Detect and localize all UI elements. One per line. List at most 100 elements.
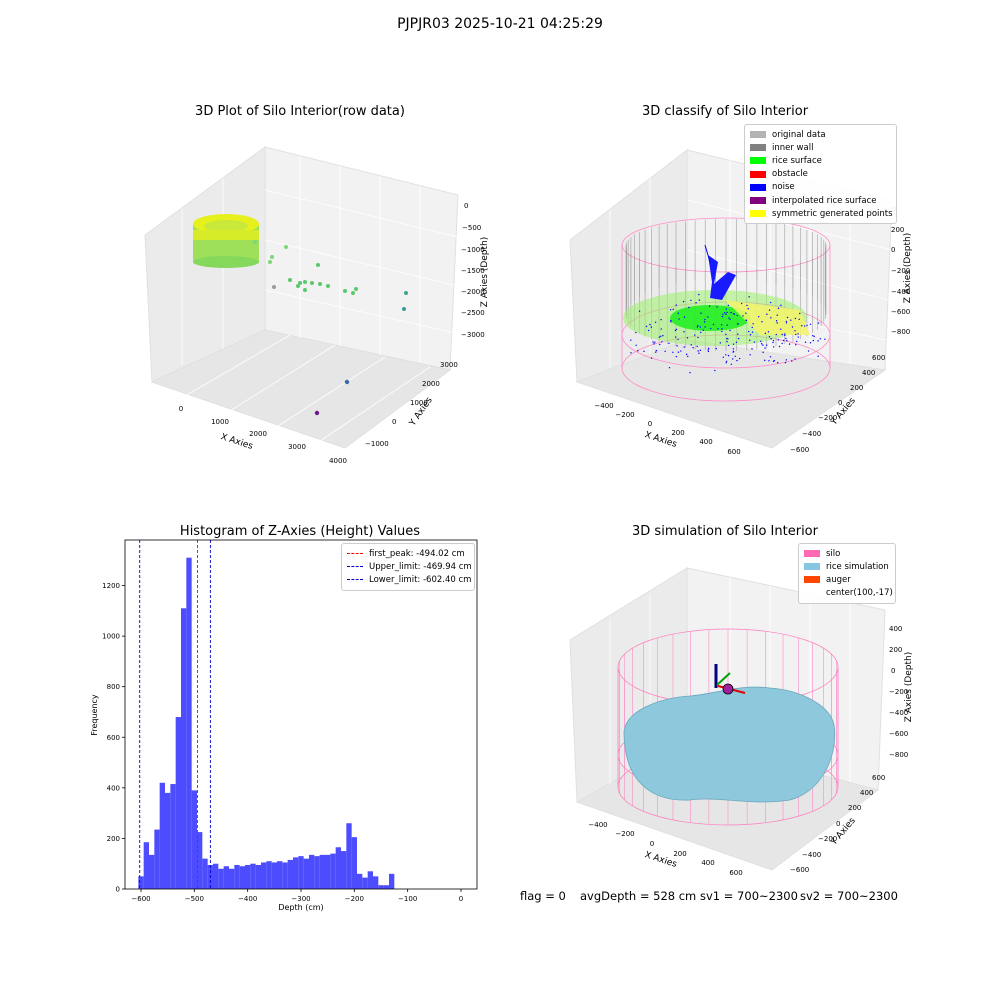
noise-point (812, 334, 814, 337)
noise-point (654, 341, 656, 343)
noise-point (726, 324, 728, 326)
panel4-legend: silo rice simulation auger center(100,-1… (798, 543, 896, 604)
panel1-y-tick: 2000 (422, 380, 440, 388)
legend-label: original data (772, 129, 826, 140)
noise-point (708, 305, 711, 307)
legend-swatch (804, 576, 820, 584)
histogram-x-ticks: −600 −500 −400 −300 −200 −100 0 (131, 889, 463, 903)
noise-point (734, 355, 736, 357)
legend-swatch (804, 563, 820, 571)
legend-line (347, 579, 363, 581)
histogram-bar (373, 876, 379, 889)
noise-point (649, 323, 651, 326)
panel2-y-tick: 200 (850, 384, 863, 392)
histogram-y-tick-label: 400 (107, 784, 120, 792)
histogram-bar (143, 842, 149, 889)
noise-point (650, 357, 653, 359)
noise-point (725, 362, 727, 364)
noise-point (798, 318, 800, 320)
histogram-bar (325, 854, 331, 889)
noise-point (727, 304, 730, 307)
histogram-bar (346, 823, 352, 889)
panel1-y-tick: 1000 (410, 399, 428, 407)
noise-point (694, 334, 696, 336)
legend-line (347, 553, 363, 555)
noise-point (778, 345, 781, 348)
noise-point (721, 315, 724, 318)
panel4-z-tick: −600 (889, 730, 908, 738)
panel2-z-tick: −600 (891, 308, 910, 316)
panel4-y-tick: −200 (818, 835, 837, 843)
histogram-bars (138, 557, 395, 889)
panel1-silo-cluster (193, 214, 259, 268)
rice-simulation-surface (623, 686, 836, 803)
noise-point (687, 355, 689, 358)
panel2-y-tick: 400 (862, 369, 875, 377)
noise-point (722, 356, 724, 359)
noise-point (697, 350, 699, 352)
noise-point (688, 306, 690, 309)
noise-point (817, 355, 819, 357)
noise-point (775, 320, 778, 322)
legend-item-noise: noise (750, 181, 891, 194)
noise-point (725, 313, 727, 315)
noise-point (752, 323, 754, 325)
noise-point (786, 339, 788, 342)
histogram-bar (255, 864, 261, 889)
histogram-bar (282, 862, 288, 889)
noise-point (775, 333, 777, 336)
noise-point (794, 358, 796, 360)
legend-item-rice-simulation: rice simulation (804, 560, 890, 573)
histogram-bar (202, 858, 208, 889)
histogram-bar (223, 866, 229, 889)
noise-point (690, 344, 692, 346)
histogram-x-tick-label: −100 (398, 895, 417, 903)
noise-point (812, 339, 815, 342)
noise-point (745, 312, 747, 314)
noise-point (772, 360, 775, 362)
noise-point (714, 369, 716, 372)
legend-swatch (750, 197, 766, 205)
noise-point (768, 309, 771, 311)
panel1-z-tick: 0 (464, 202, 468, 210)
panel4-y-tick: −400 (802, 851, 821, 859)
noise-point (654, 321, 657, 323)
noise-point (765, 344, 768, 346)
noise-point (725, 354, 727, 356)
histogram-bar (378, 885, 384, 889)
panel2-z-tick: −400 (891, 288, 910, 296)
noise-point (769, 356, 772, 358)
legend-item-obstacle: obstacle (750, 168, 891, 181)
panel4-z-tick: −800 (889, 751, 908, 759)
noise-point (817, 322, 820, 324)
panel2-rice-surface (623, 290, 810, 346)
noise-point (751, 331, 754, 333)
histogram-x-tick-label: −200 (345, 895, 364, 903)
noise-point (732, 348, 734, 350)
noise-point (764, 347, 766, 349)
panel1-x-tick: 0 (179, 405, 183, 413)
footer-flag: flag = 0 (520, 889, 566, 903)
histogram-reference-lines (139, 540, 211, 889)
panel4-3d-plot: −400 −200 0 200 400 600 600 400 200 0 −2… (569, 567, 914, 877)
noise-point (776, 322, 778, 324)
histogram-y-tick-label: 1200 (102, 582, 120, 590)
noise-point (737, 323, 739, 325)
noise-point (777, 307, 780, 310)
noise-point (768, 360, 770, 362)
histogram-y-tick-label: 200 (107, 835, 120, 843)
noise-point (675, 355, 678, 358)
noise-point (658, 336, 661, 338)
noise-point (707, 349, 709, 351)
histogram-bar (181, 608, 187, 889)
noise-point (696, 326, 699, 328)
noise-point (781, 333, 783, 336)
histogram-bar (357, 873, 363, 889)
noise-point (677, 351, 680, 353)
histogram-bar (154, 829, 160, 889)
histogram-x-tick-label: −400 (238, 895, 257, 903)
noise-point (785, 320, 788, 323)
noise-point (668, 342, 670, 345)
noise-point (700, 331, 702, 334)
histogram-bar (239, 866, 245, 889)
